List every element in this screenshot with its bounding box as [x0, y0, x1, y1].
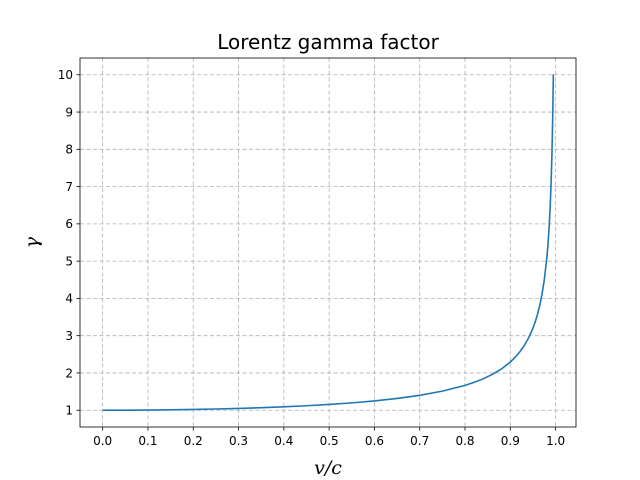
x-tick-label: 0.0	[93, 434, 112, 448]
chart-title: Lorentz gamma factor	[217, 30, 439, 54]
x-tick-label: 0.3	[229, 434, 248, 448]
y-tick-label: 2	[65, 366, 73, 380]
y-axis-label: γ	[21, 236, 43, 248]
x-tick-label: 0.5	[320, 434, 339, 448]
y-tick-label: 5	[65, 254, 73, 268]
gamma-curve	[102, 74, 555, 412]
x-tick-label: 0.7	[410, 434, 429, 448]
y-tick-label: 7	[65, 180, 73, 194]
x-tick-label: 0.6	[365, 434, 384, 448]
x-tick-label: 0.8	[455, 434, 474, 448]
x-tick-label: 1.0	[546, 434, 565, 448]
x-ticks: 0.0 0.1 0.2 0.3 0.4 0.5 0.6 0.7 0.8 0.9 1.0	[93, 427, 565, 448]
y-tick-label: 4	[65, 292, 73, 306]
y-tick-label: 1	[65, 404, 73, 418]
y-tick-label: 10	[58, 68, 73, 82]
plot-frame	[79, 57, 577, 428]
y-ticks: 1 2 3 4 5 6 7 8 9 10	[58, 68, 80, 418]
x-tick-label: 0.1	[138, 434, 157, 448]
y-tick-label: 3	[65, 329, 73, 343]
x-axis-label: v/c	[314, 457, 342, 479]
x-tick-label: 0.9	[501, 434, 520, 448]
series-layer	[102, 74, 555, 412]
grid-lines	[80, 58, 576, 427]
y-tick-label: 6	[65, 217, 73, 231]
x-tick-label: 0.2	[184, 434, 203, 448]
x-tick-label: 0.4	[274, 434, 293, 448]
y-tick-label: 8	[65, 143, 73, 157]
y-tick-label: 9	[65, 105, 73, 119]
